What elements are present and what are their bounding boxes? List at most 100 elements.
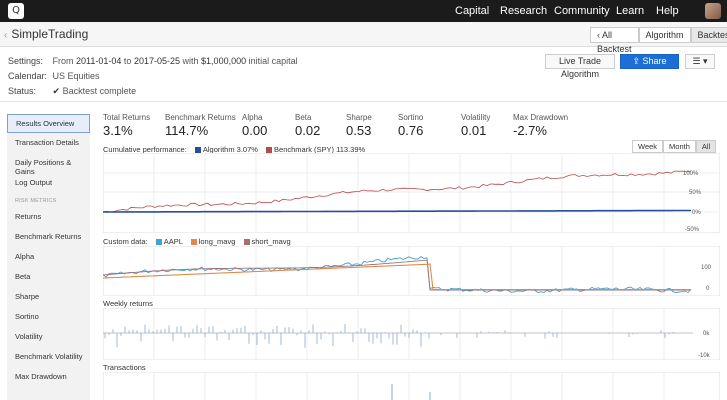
nav-capital[interactable]: Capital xyxy=(455,5,490,17)
avatar[interactable] xyxy=(705,3,721,19)
long-mavg-line xyxy=(103,263,691,291)
sidebar-item-results-overview[interactable]: Results Overview xyxy=(7,114,90,133)
tick-label: 0% xyxy=(692,210,701,216)
aapl-legend[interactable]: AAPL xyxy=(163,237,183,246)
weekly-returns-label: Weekly returns xyxy=(103,299,153,308)
breadcrumb[interactable]: ‹ SimpleTrading xyxy=(4,27,88,41)
transactions-label: Transactions xyxy=(103,363,146,372)
algo-swatch xyxy=(194,147,201,154)
sidebar-item-log-output[interactable]: Log Output xyxy=(15,178,53,187)
nav-research[interactable]: Research xyxy=(500,5,548,17)
metric-value: 0.00 xyxy=(242,123,268,138)
share-results-button[interactable]: ⇪ Share Results xyxy=(620,54,679,79)
tab-backtest[interactable]: Backtest xyxy=(690,27,727,43)
range-week-button[interactable]: Week xyxy=(632,140,664,153)
capital-suffix: initial capital xyxy=(248,56,298,66)
metric-label: Sortino xyxy=(398,113,424,122)
sidebar-item-benchmark-volatility[interactable]: Benchmark Volatility xyxy=(15,352,83,361)
tab-all-backtest[interactable]: ‹ All Backtest xyxy=(590,27,639,54)
tab-all-backtest-label: All Backtest xyxy=(597,30,632,54)
chart-frame xyxy=(103,246,720,296)
sidebar-item-returns[interactable]: Returns xyxy=(15,212,42,221)
range-all-button[interactable]: All xyxy=(695,140,717,153)
sidebar-item-transaction-details[interactable]: Transaction Details xyxy=(15,138,79,147)
tick-label: 50% xyxy=(689,190,702,196)
perf-legend: Cumulative performance: Algorithm 3.07% … xyxy=(103,145,365,154)
top-nav-bar: Q Capital Research Community Learn Help xyxy=(0,0,727,22)
metric-max-drawdown: Max Drawdown -2.7% xyxy=(513,113,568,138)
sub-header: ‹ SimpleTrading ‹ All Backtest Algorithm … xyxy=(0,22,727,54)
vgridlines xyxy=(153,153,665,233)
algo-legend[interactable]: Algorithm 3.07% xyxy=(202,145,258,154)
calendar-label: Calendar: xyxy=(8,71,48,81)
sidebar-item-max-drawdown[interactable]: Max Drawdown xyxy=(15,372,67,381)
vgridlines xyxy=(153,372,665,400)
custom-label: Custom data: xyxy=(103,237,148,246)
weekly-return-bars xyxy=(104,324,674,348)
cumulative-performance-chart[interactable]: 100% 50% 0% -50% xyxy=(103,153,720,233)
aapl-line xyxy=(103,255,692,294)
metric-value: 0.53 xyxy=(346,123,372,138)
sidebar-item-volatility[interactable]: Volatility xyxy=(15,332,43,341)
sidebar-item-daily-positions[interactable]: Daily Positions & Gains xyxy=(15,158,72,176)
start-date: 2011-01-04 xyxy=(76,56,122,66)
sidebar-item-sharpe[interactable]: Sharpe xyxy=(15,292,40,301)
tab-algorithm[interactable]: Algorithm xyxy=(638,27,691,43)
sidebar-item-benchmark-returns[interactable]: Benchmark Returns xyxy=(15,232,82,241)
metric-value: 3.1% xyxy=(103,123,133,138)
settings-row: Settings: From 2011-01-04 to 2017-05-25 … xyxy=(8,56,298,66)
metric-value: 0.01 xyxy=(461,123,487,138)
weekly-returns-chart[interactable]: 0k -10k xyxy=(103,308,720,360)
bench-legend[interactable]: Benchmark (SPY) 113.39% xyxy=(274,145,366,154)
algorithm-line xyxy=(103,209,691,213)
nav-community[interactable]: Community xyxy=(554,5,610,17)
tick-label: 0 xyxy=(706,286,710,292)
metric-label: Beta xyxy=(295,113,312,122)
calendar-value: US Equities xyxy=(52,71,100,81)
with-text: with xyxy=(182,56,199,66)
tick-label: 100% xyxy=(683,171,699,177)
nav-learn[interactable]: Learn xyxy=(616,5,645,17)
metric-alpha: Alpha 0.00 xyxy=(242,113,267,138)
chart-frame xyxy=(103,372,720,400)
sidebar-item-alpha[interactable]: Alpha xyxy=(15,252,35,261)
logo[interactable]: Q xyxy=(8,3,24,19)
transactions-chart[interactable] xyxy=(103,372,720,400)
divider xyxy=(0,101,727,102)
share-label: Share Results xyxy=(634,56,667,79)
metric-label: Volatility xyxy=(461,113,491,122)
tick-label: -50% xyxy=(685,227,700,233)
short-mavg-legend[interactable]: short_mavg xyxy=(251,237,291,246)
chevron-left-icon: ‹ xyxy=(4,30,8,41)
settings-label: Settings: xyxy=(8,56,44,66)
share-icon: ⇪ xyxy=(632,56,640,66)
live-trade-button[interactable]: Live Trade Algorithm xyxy=(545,54,615,79)
sidebar-item-beta[interactable]: Beta xyxy=(15,272,31,281)
custom-legend: Custom data: AAPL long_mavg short_mavg xyxy=(103,237,291,246)
sidebar-item-sortino[interactable]: Sortino xyxy=(15,312,39,321)
custom-data-chart[interactable]: 100 0 xyxy=(103,246,720,296)
metric-sortino: Sortino 0.76 xyxy=(398,113,423,138)
from-text: From xyxy=(52,56,74,66)
sidebar: Results Overview Transaction Details Dai… xyxy=(7,114,90,400)
nav-help[interactable]: Help xyxy=(656,5,679,17)
long-mavg-legend[interactable]: long_mavg xyxy=(198,237,236,246)
view-tabs: ‹ All Backtest Algorithm Backtest xyxy=(590,27,727,54)
initial-capital: $1,000,000 xyxy=(201,56,247,66)
chart-frame xyxy=(103,153,720,233)
risk-metrics-heading: RISK METRICS xyxy=(15,198,57,204)
metric-value: 0.76 xyxy=(398,123,424,138)
chart-frame xyxy=(103,308,720,360)
metric-label: Benchmark Returns xyxy=(165,113,236,122)
check-icon: ✔ xyxy=(52,86,61,96)
range-month-button[interactable]: Month xyxy=(663,140,696,153)
metric-label: Sharpe xyxy=(346,113,372,122)
metric-volatility: Volatility 0.01 xyxy=(461,113,490,138)
bench-swatch xyxy=(266,147,273,154)
metric-value: 0.02 xyxy=(295,123,321,138)
list-icon: ☰ ▾ xyxy=(692,56,708,66)
range-selector: Week Month All xyxy=(632,140,717,153)
end-date: 2017-05-25 xyxy=(133,56,180,66)
perf-label: Cumulative performance: xyxy=(103,145,187,154)
menu-dropdown-button[interactable]: ☰ ▾ xyxy=(685,54,715,69)
